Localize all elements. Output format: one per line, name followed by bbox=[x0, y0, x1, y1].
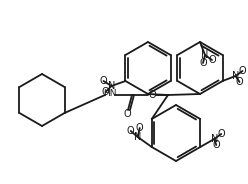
Text: N: N bbox=[108, 81, 115, 91]
Text: O: O bbox=[199, 58, 207, 68]
Text: N: N bbox=[201, 50, 209, 60]
Text: N: N bbox=[211, 134, 218, 144]
Text: O: O bbox=[213, 140, 220, 150]
Text: HN: HN bbox=[103, 89, 117, 98]
Text: O: O bbox=[217, 129, 225, 139]
Text: O: O bbox=[236, 77, 243, 87]
Text: O: O bbox=[136, 123, 144, 133]
Text: N: N bbox=[134, 132, 141, 142]
Text: O: O bbox=[239, 66, 246, 76]
Text: O: O bbox=[100, 76, 107, 86]
Text: O: O bbox=[123, 109, 131, 119]
Text: O: O bbox=[127, 126, 135, 136]
Text: O: O bbox=[208, 55, 216, 65]
Text: N: N bbox=[232, 71, 239, 81]
Text: O: O bbox=[148, 90, 156, 100]
Text: O: O bbox=[102, 87, 109, 97]
